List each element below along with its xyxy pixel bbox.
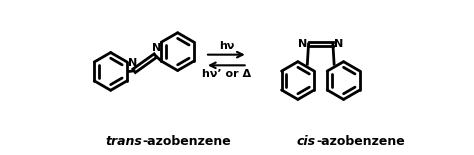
Text: N: N: [335, 39, 344, 49]
Text: cis: cis: [297, 135, 316, 148]
Text: N: N: [298, 39, 307, 49]
Text: hν: hν: [219, 41, 234, 51]
Text: trans: trans: [106, 135, 143, 148]
Text: N: N: [152, 43, 162, 53]
Text: N: N: [128, 58, 137, 68]
Text: -azobenzene: -azobenzene: [316, 135, 405, 148]
Text: hν’ or Δ: hν’ or Δ: [202, 69, 251, 79]
Text: -azobenzene: -azobenzene: [143, 135, 231, 148]
